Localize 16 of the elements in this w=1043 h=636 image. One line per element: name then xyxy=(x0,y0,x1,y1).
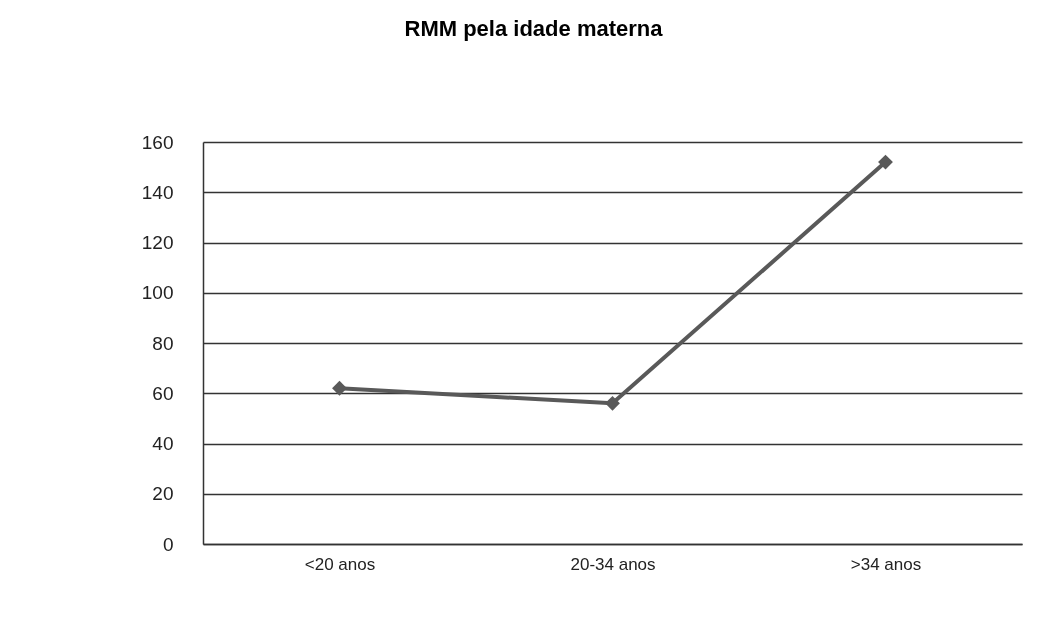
point xyxy=(878,154,893,170)
y-tick-label: 160 xyxy=(141,131,174,153)
x-tick-label: 20-34 anos xyxy=(570,554,656,574)
x-tick-label: >34 anos xyxy=(850,554,922,574)
y-tick-label: 120 xyxy=(141,232,174,253)
point xyxy=(332,380,347,396)
y-tick-label: 140 xyxy=(141,181,174,203)
point xyxy=(605,395,620,411)
y-tick-label: 0 xyxy=(162,533,174,555)
y-tick-label: 40 xyxy=(152,433,174,454)
x-tick-label: <20 anos xyxy=(304,554,376,574)
chart-title: RMM pela idade materna xyxy=(404,16,664,41)
y-tick-label: 80 xyxy=(152,332,174,354)
y-tick-label: 20 xyxy=(152,483,174,505)
y-tick-label: 100 xyxy=(141,282,174,304)
y-tick-label: 60 xyxy=(152,382,174,404)
